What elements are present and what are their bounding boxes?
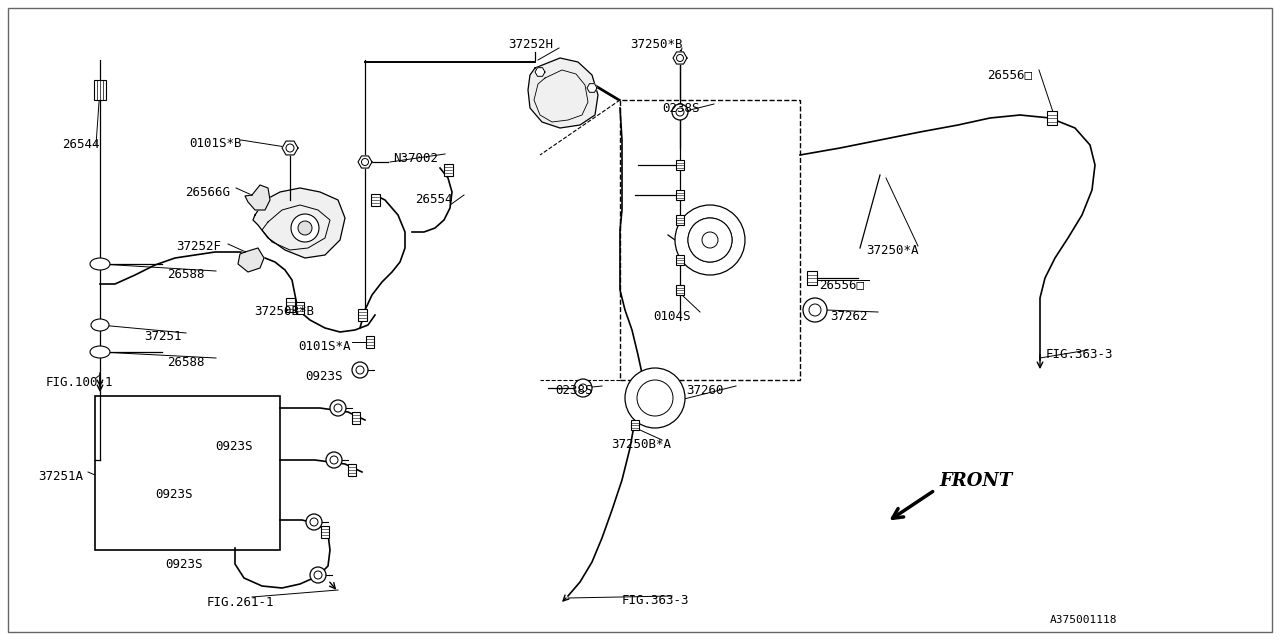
- Text: 0104S: 0104S: [653, 310, 690, 323]
- Text: FIG.100-1: FIG.100-1: [46, 376, 114, 389]
- Bar: [366, 336, 374, 348]
- Text: 26588: 26588: [166, 268, 205, 281]
- Text: A375001118: A375001118: [1050, 615, 1117, 625]
- Text: 37250B*B: 37250B*B: [253, 305, 314, 318]
- Polygon shape: [529, 58, 598, 128]
- Text: N37002: N37002: [393, 152, 438, 165]
- Polygon shape: [673, 52, 687, 64]
- Text: 37252F: 37252F: [177, 240, 221, 253]
- Bar: [296, 302, 305, 314]
- Circle shape: [334, 404, 342, 412]
- Bar: [352, 412, 360, 424]
- Text: 26566G: 26566G: [186, 186, 230, 199]
- Circle shape: [361, 159, 369, 166]
- Bar: [93, 80, 106, 100]
- Bar: [676, 190, 684, 200]
- Circle shape: [352, 362, 369, 378]
- Text: 37250B*A: 37250B*A: [611, 438, 671, 451]
- Circle shape: [701, 232, 718, 248]
- Text: 26556□: 26556□: [987, 68, 1032, 81]
- Bar: [631, 420, 639, 430]
- Bar: [371, 194, 380, 206]
- Text: 0238S: 0238S: [662, 102, 699, 115]
- Circle shape: [643, 386, 667, 410]
- Bar: [95, 396, 280, 550]
- Bar: [676, 285, 684, 295]
- Text: 0101S*B: 0101S*B: [189, 137, 242, 150]
- Bar: [676, 215, 684, 225]
- Text: 26556□: 26556□: [819, 278, 864, 291]
- Circle shape: [803, 298, 827, 322]
- Polygon shape: [358, 156, 372, 168]
- Circle shape: [285, 144, 294, 152]
- Circle shape: [306, 514, 323, 530]
- Text: FRONT: FRONT: [940, 472, 1012, 490]
- Circle shape: [310, 567, 326, 583]
- Bar: [1047, 111, 1057, 125]
- Text: 26554: 26554: [415, 193, 453, 206]
- Bar: [321, 526, 329, 538]
- Circle shape: [625, 368, 685, 428]
- Text: 37250*B: 37250*B: [630, 38, 682, 51]
- Text: FIG.261-1: FIG.261-1: [207, 596, 274, 609]
- Circle shape: [672, 104, 689, 120]
- Ellipse shape: [91, 319, 109, 331]
- Text: 0238S: 0238S: [556, 384, 593, 397]
- Circle shape: [330, 400, 346, 416]
- Text: 26588: 26588: [166, 356, 205, 369]
- Bar: [806, 271, 817, 285]
- Text: 26544: 26544: [61, 138, 100, 151]
- Circle shape: [298, 221, 312, 235]
- Text: 37262: 37262: [829, 310, 868, 323]
- Polygon shape: [244, 185, 270, 210]
- Circle shape: [675, 205, 745, 275]
- Polygon shape: [535, 68, 545, 76]
- Circle shape: [573, 379, 593, 397]
- Bar: [285, 298, 294, 312]
- Ellipse shape: [90, 258, 110, 270]
- Polygon shape: [282, 141, 298, 155]
- Circle shape: [291, 214, 319, 242]
- Bar: [444, 164, 453, 176]
- Ellipse shape: [90, 346, 110, 358]
- Text: FIG.363-3: FIG.363-3: [622, 594, 690, 607]
- Text: 0923S: 0923S: [305, 370, 343, 383]
- Circle shape: [326, 452, 342, 468]
- Polygon shape: [238, 248, 264, 272]
- Circle shape: [330, 456, 338, 464]
- Circle shape: [314, 571, 323, 579]
- Text: 37260: 37260: [686, 384, 723, 397]
- Text: 37252H: 37252H: [508, 38, 553, 51]
- Circle shape: [676, 108, 684, 116]
- Bar: [348, 464, 356, 476]
- Text: 0923S: 0923S: [155, 488, 192, 501]
- Text: 37251A: 37251A: [38, 470, 83, 483]
- Circle shape: [637, 380, 673, 416]
- Circle shape: [809, 304, 820, 316]
- Text: 37251: 37251: [145, 330, 182, 343]
- Circle shape: [579, 384, 588, 392]
- Text: 0101S*A: 0101S*A: [298, 340, 351, 353]
- Circle shape: [310, 518, 317, 526]
- Polygon shape: [253, 188, 346, 258]
- Bar: [358, 309, 367, 321]
- Text: 0923S: 0923S: [165, 558, 202, 571]
- Text: 0923S: 0923S: [215, 440, 252, 453]
- Bar: [620, 100, 800, 380]
- Circle shape: [689, 218, 732, 262]
- Bar: [676, 255, 684, 265]
- Bar: [676, 160, 684, 170]
- Text: 37250*A: 37250*A: [867, 244, 919, 257]
- Text: FIG.363-3: FIG.363-3: [1046, 348, 1114, 361]
- Circle shape: [689, 218, 732, 262]
- Polygon shape: [588, 84, 596, 92]
- Circle shape: [677, 54, 684, 61]
- Circle shape: [356, 366, 364, 374]
